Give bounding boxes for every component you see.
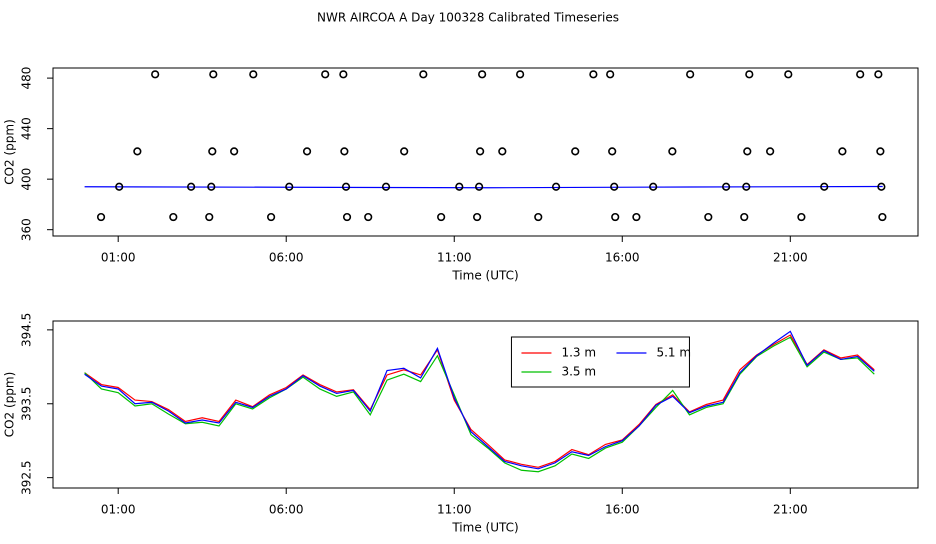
marker xyxy=(632,212,641,222)
marker xyxy=(340,147,349,156)
marker xyxy=(475,182,484,191)
marker xyxy=(606,70,615,79)
marker xyxy=(419,70,428,79)
marker xyxy=(187,182,196,191)
marker xyxy=(838,147,847,156)
marker xyxy=(610,182,619,191)
legend-label: 5.1 m xyxy=(656,346,691,360)
marker xyxy=(686,70,695,79)
marker xyxy=(302,147,312,156)
x-tick-label: 11:00 xyxy=(437,251,472,265)
marker xyxy=(249,70,258,79)
x-axis-label: Time (UTC) xyxy=(451,521,518,535)
marker xyxy=(478,70,487,79)
marker xyxy=(321,70,330,79)
chart-title: NWR AIRCOA A Day 100328 Calibrated Times… xyxy=(317,11,619,25)
marker xyxy=(820,182,829,191)
marker xyxy=(877,182,886,191)
marker xyxy=(745,70,754,79)
marker xyxy=(534,212,543,222)
marker xyxy=(133,147,142,156)
marker xyxy=(339,70,348,79)
marker xyxy=(285,182,294,191)
marker xyxy=(668,147,677,156)
marker xyxy=(96,212,106,222)
x-tick-label: 11:00 xyxy=(437,503,472,517)
y-tick-label: 400 xyxy=(20,168,34,191)
marker xyxy=(115,182,124,191)
marker xyxy=(151,70,160,79)
y-tick-label: 440 xyxy=(20,117,34,140)
y-tick-label: 480 xyxy=(20,67,34,90)
marker xyxy=(208,147,217,156)
marker xyxy=(342,212,352,222)
marker xyxy=(455,182,464,191)
marker xyxy=(608,147,617,156)
marker xyxy=(551,182,561,191)
marker xyxy=(364,212,373,222)
marker xyxy=(472,212,482,222)
legend: 1.3 m 3.5 m 5.1 m xyxy=(510,336,691,388)
marker xyxy=(797,212,806,222)
marker xyxy=(437,212,446,222)
x-tick-label: 06:00 xyxy=(269,503,304,517)
marker xyxy=(649,182,658,191)
x-tick-label: 21:00 xyxy=(773,503,808,517)
marker xyxy=(205,212,214,222)
marker xyxy=(381,182,391,191)
marker xyxy=(740,212,749,222)
plot-frame xyxy=(52,320,919,489)
y-tick-label: 392.5 xyxy=(20,460,34,494)
marker xyxy=(611,212,620,222)
marker xyxy=(400,147,409,156)
marker xyxy=(230,147,239,156)
plot-frame xyxy=(52,67,919,237)
x-tick-label: 21:00 xyxy=(773,251,808,265)
marker xyxy=(498,147,507,156)
marker xyxy=(589,70,598,79)
marker xyxy=(704,212,713,222)
legend-box xyxy=(510,336,690,388)
x-axis-label: Time (UTC) xyxy=(451,269,518,283)
marker xyxy=(784,70,793,79)
marker xyxy=(266,212,276,222)
marker xyxy=(856,70,865,79)
marker xyxy=(742,182,751,191)
marker xyxy=(516,70,525,79)
y-axis-label: CO2 (ppm) xyxy=(3,119,17,185)
y-tick-label: 393.5 xyxy=(20,387,34,421)
marker xyxy=(341,182,351,191)
x-tick-label: 16:00 xyxy=(605,251,640,265)
marker xyxy=(169,212,178,222)
marker xyxy=(207,182,216,191)
marker xyxy=(209,70,218,79)
marker xyxy=(571,147,580,156)
marker xyxy=(876,147,885,156)
series-line xyxy=(84,334,875,468)
y-axis-label: CO2 (ppm) xyxy=(3,372,17,438)
y-tick-label: 394.5 xyxy=(20,313,34,347)
marker xyxy=(722,182,731,191)
marker xyxy=(743,147,752,156)
series-line xyxy=(84,185,883,189)
x-tick-label: 01:00 xyxy=(101,503,136,517)
marker xyxy=(766,147,775,156)
x-tick-label: 01:00 xyxy=(101,251,136,265)
y-tick-label: 360 xyxy=(20,218,34,241)
marker xyxy=(476,147,485,156)
x-tick-label: 06:00 xyxy=(269,251,304,265)
x-tick-label: 16:00 xyxy=(605,503,640,517)
legend-label: 1.3 m xyxy=(561,346,596,360)
series-line xyxy=(84,330,875,470)
marker xyxy=(878,212,887,222)
series-line xyxy=(84,336,875,473)
marker xyxy=(874,70,883,79)
legend-label: 3.5 m xyxy=(561,365,596,379)
